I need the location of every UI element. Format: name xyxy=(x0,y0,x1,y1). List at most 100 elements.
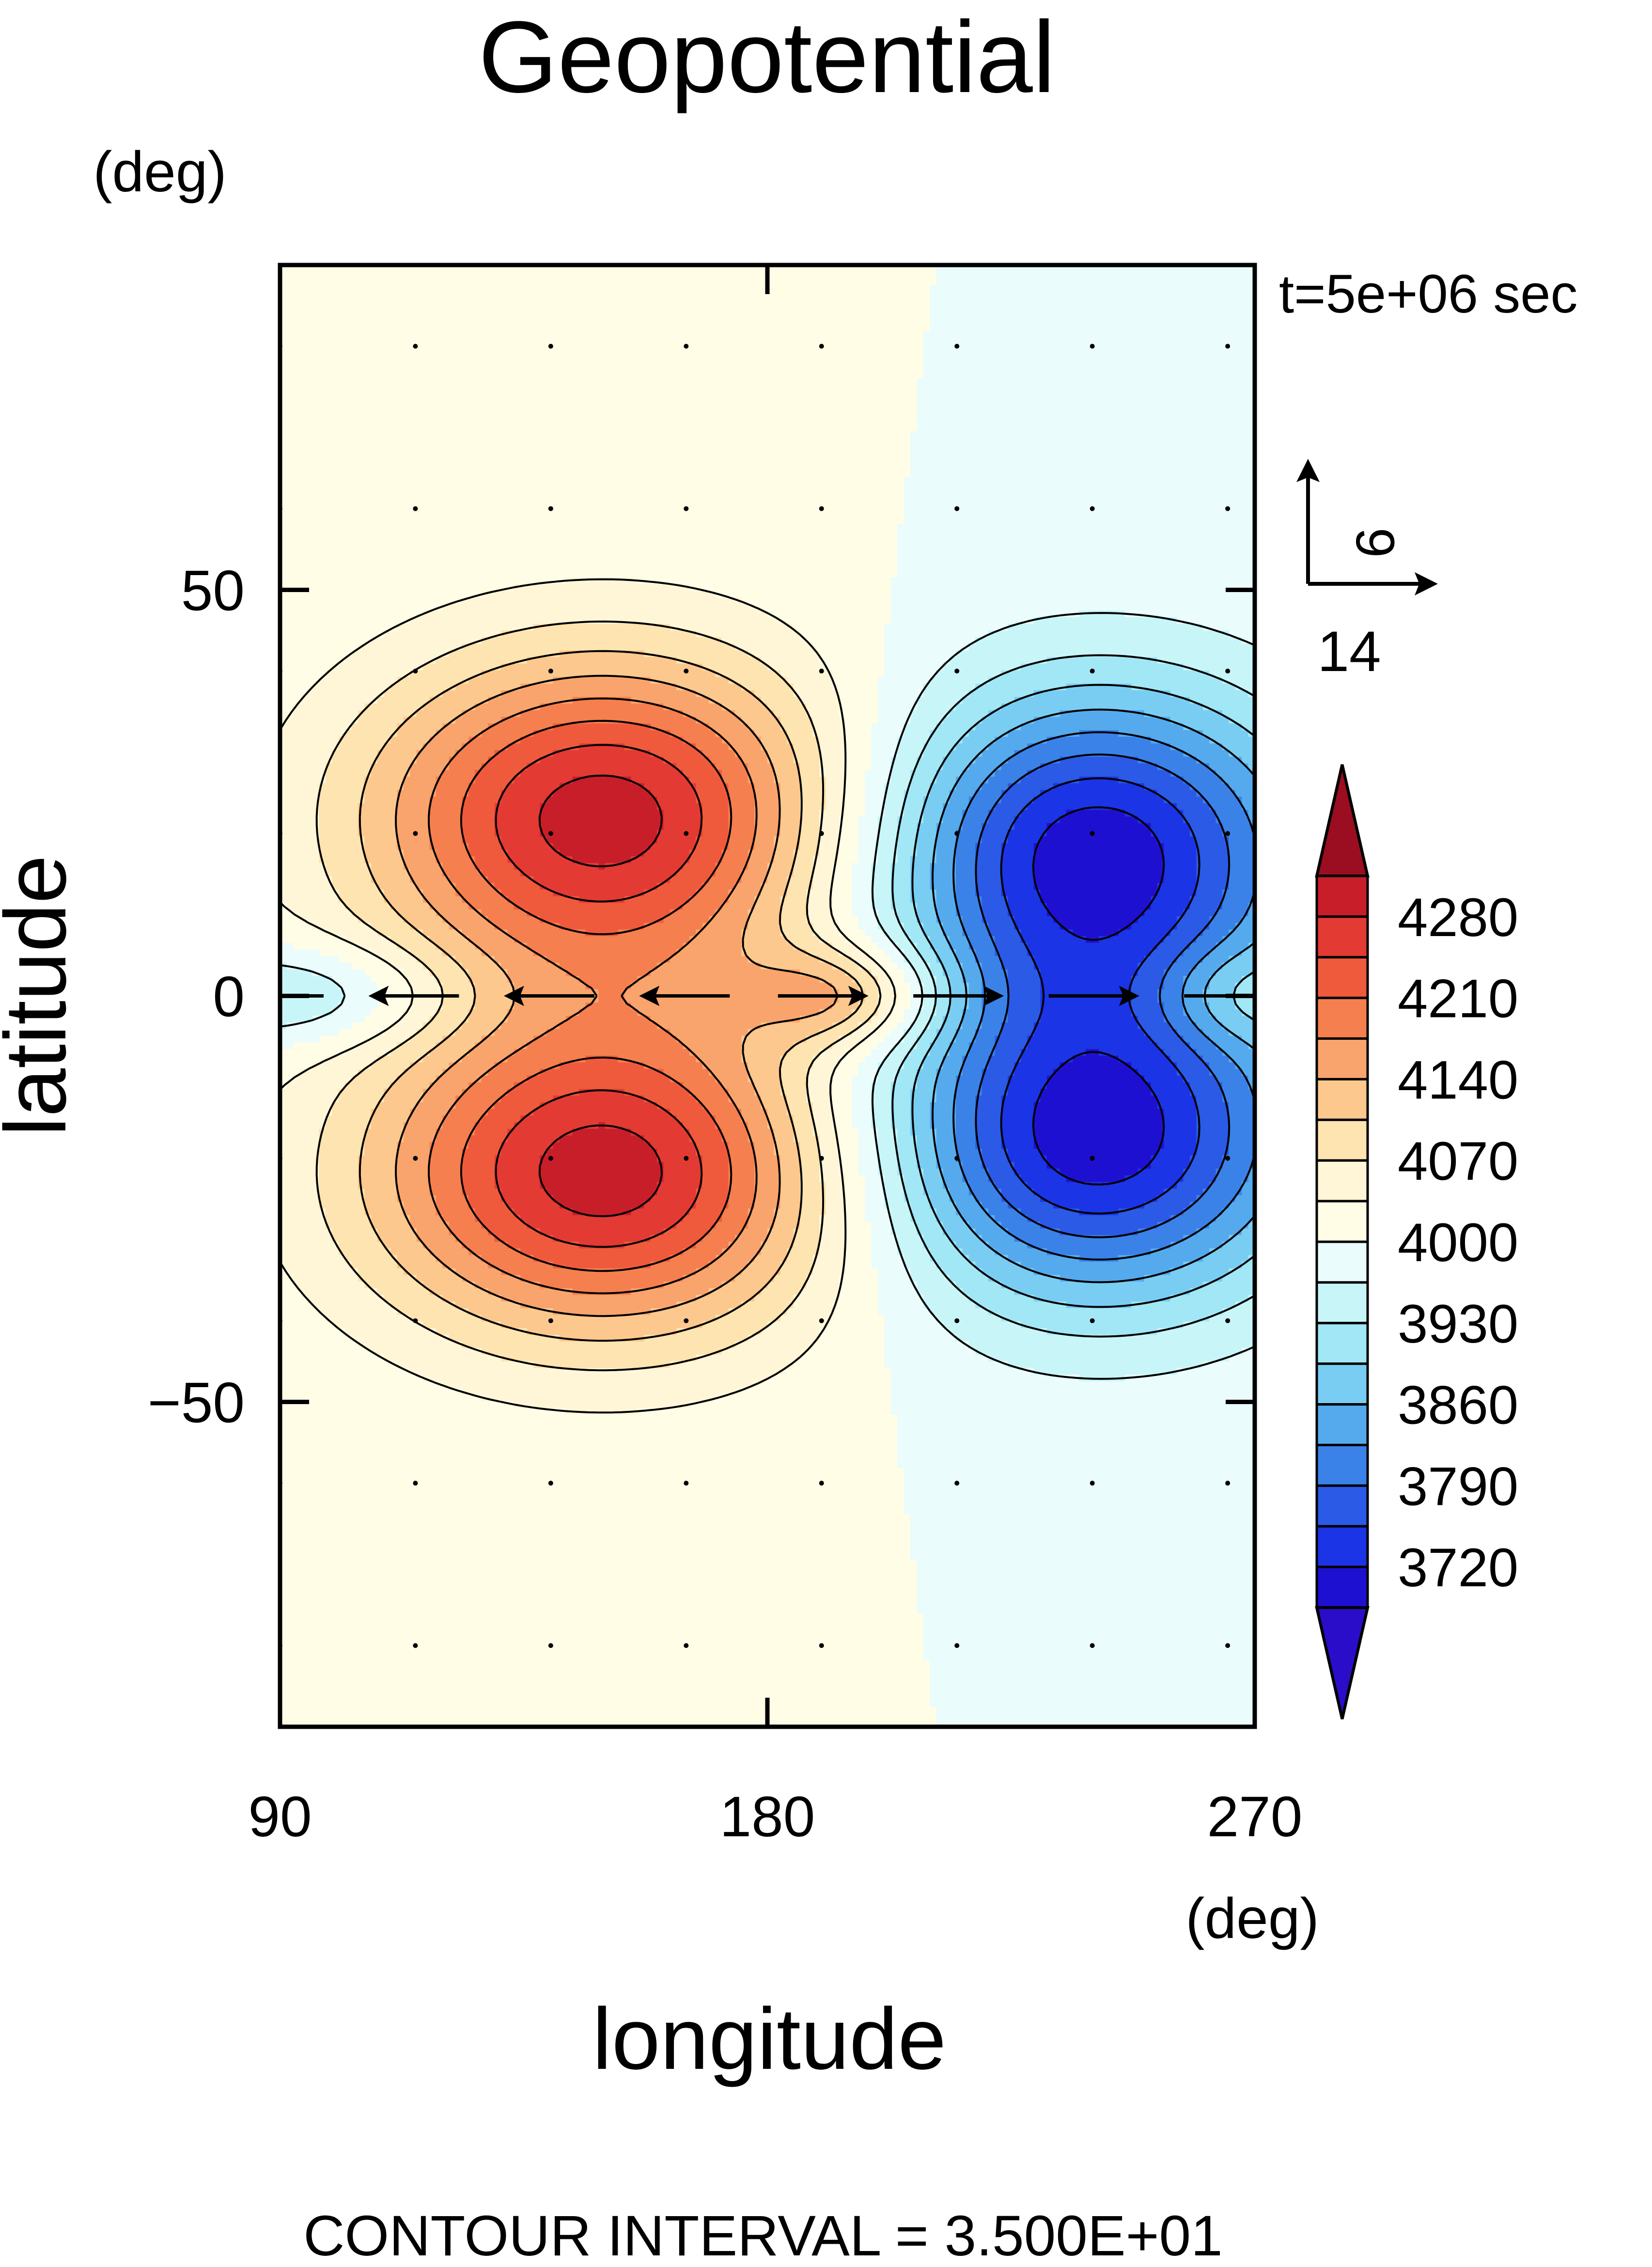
contour-fill-cell xyxy=(423,610,768,618)
contour-fill-cell xyxy=(890,1049,911,1057)
contour-fill-cell xyxy=(832,1109,853,1116)
contour-fill-cell xyxy=(338,890,385,897)
contour-fill-cell xyxy=(1073,929,1119,937)
contour-fill-cell xyxy=(286,1268,359,1276)
contour-fill-cell xyxy=(416,956,456,964)
contour-fill-cell xyxy=(871,936,892,943)
wind-vector-dot xyxy=(548,669,553,674)
contour-fill-cell xyxy=(1001,869,1035,877)
contour-fill-cell xyxy=(767,863,794,871)
contour-fill-cell xyxy=(1066,1175,1125,1183)
contour-fill-cell xyxy=(1040,836,1158,844)
contour-fill-cell xyxy=(1144,1076,1184,1083)
contour-fill-cell xyxy=(910,863,931,871)
contour-fill-cell xyxy=(904,1474,1255,1482)
contour-fill-cell xyxy=(839,1282,879,1289)
contour-fill-cell xyxy=(455,890,502,897)
contour-fill-cell xyxy=(319,1128,365,1136)
plot-area xyxy=(280,265,1255,1727)
contour-fill-cell xyxy=(488,1262,554,1269)
contour-fill-cell xyxy=(910,1095,937,1103)
contour-fill-cell xyxy=(1008,829,1047,837)
wind-vector-dot xyxy=(954,669,960,674)
contour-fill-cell xyxy=(280,1109,333,1116)
contour-fill-cell xyxy=(761,1022,833,1030)
contour-fill-cell xyxy=(1189,1082,1223,1090)
contour-fill-cell xyxy=(858,1155,879,1163)
contour-fill-cell xyxy=(644,1095,697,1103)
contour-fill-cell xyxy=(280,484,904,492)
contour-fill-cell xyxy=(332,756,378,764)
contour-fill-cell xyxy=(280,1182,320,1189)
contour-fill-cell xyxy=(553,723,651,731)
contour-fill-cell xyxy=(624,1241,697,1249)
contour-fill-cell xyxy=(280,444,911,452)
contour-fill-cell xyxy=(865,1055,885,1063)
contour-fill-cell xyxy=(280,763,327,771)
y-tick-label: 50 xyxy=(181,559,245,623)
contour-fill-cell xyxy=(520,736,684,744)
contour-fill-cell xyxy=(462,829,495,837)
contour-fill-cell xyxy=(845,730,872,737)
contour-fill-cell xyxy=(845,1255,872,1263)
contour-fill-cell xyxy=(280,797,320,804)
contour-fill-cell xyxy=(1177,956,1203,964)
contour-fill-cell xyxy=(780,909,807,917)
contour-fill-cell xyxy=(930,1122,957,1129)
contour-fill-cell xyxy=(546,836,658,844)
contour-fill-cell xyxy=(910,1215,937,1222)
contour-fill-cell xyxy=(917,916,937,923)
contour-fill-cell xyxy=(943,1062,963,1070)
contour-fill-cell xyxy=(280,1620,924,1628)
contour-fill-cell xyxy=(878,1169,898,1176)
contour-fill-cell xyxy=(715,1122,748,1129)
contour-fill-cell xyxy=(923,690,970,698)
contour-fill-cell xyxy=(839,836,859,844)
contour-fill-cell xyxy=(332,663,424,671)
contour-fill-cell xyxy=(1138,916,1178,923)
contour-fill-cell xyxy=(429,1049,469,1057)
contour-fill-cell xyxy=(1222,1155,1255,1163)
contour-fill-cell xyxy=(410,1368,781,1376)
chart-title: Geopotential xyxy=(479,0,1056,114)
contour-fill-cell xyxy=(462,896,508,904)
contour-fill-cell xyxy=(676,1301,742,1309)
wind-vector-dot xyxy=(1090,669,1095,674)
contour-fill-cell xyxy=(767,1109,788,1116)
contour-fill-cell xyxy=(507,856,573,864)
contour-fill-cell xyxy=(384,1095,424,1103)
contour-fill-cell xyxy=(280,1308,320,1315)
contour-fill-cell xyxy=(884,643,970,651)
contour-fill-cell xyxy=(384,1241,424,1249)
contour-fill-cell xyxy=(774,1135,794,1143)
contour-fill-cell xyxy=(468,1308,554,1315)
contour-fill-cell xyxy=(1196,1022,1223,1030)
contour-fill-cell xyxy=(975,883,1002,891)
contour-fill-cell xyxy=(1189,1162,1223,1170)
contour-fill-cell xyxy=(1151,896,1191,904)
contour-fill-cell xyxy=(774,770,801,778)
contour-fill-cell xyxy=(982,1009,1009,1016)
contour-fill-cell xyxy=(306,1295,385,1302)
contour-fill-cell xyxy=(826,797,846,804)
contour-fill-cell xyxy=(280,916,300,923)
wind-vectors xyxy=(280,344,1255,1648)
contour-fill-cell xyxy=(865,1215,892,1222)
contour-fill-cell xyxy=(858,1169,879,1176)
colorbar-label: 4000 xyxy=(1398,1212,1518,1273)
contour-fill-cell xyxy=(968,1341,1255,1349)
contour-fill-cell xyxy=(293,1275,359,1282)
x-axis-label: longitude xyxy=(592,1990,947,2088)
contour-fill-cell xyxy=(377,983,411,990)
contour-fill-cell xyxy=(683,1248,723,1256)
contour-fill-cell xyxy=(1131,683,1236,691)
contour-fill-cell xyxy=(637,1407,892,1415)
contour-fill-cell xyxy=(280,378,918,386)
contour-fill-cell xyxy=(280,1089,339,1096)
contour-fill-cell xyxy=(1099,1049,1165,1057)
contour-fill-cell xyxy=(955,856,976,864)
contour-fill-cell xyxy=(501,890,554,897)
contour-fill-cell xyxy=(371,949,411,957)
contour-fill-cell xyxy=(468,976,508,984)
contour-fill-cell xyxy=(1008,896,1041,904)
